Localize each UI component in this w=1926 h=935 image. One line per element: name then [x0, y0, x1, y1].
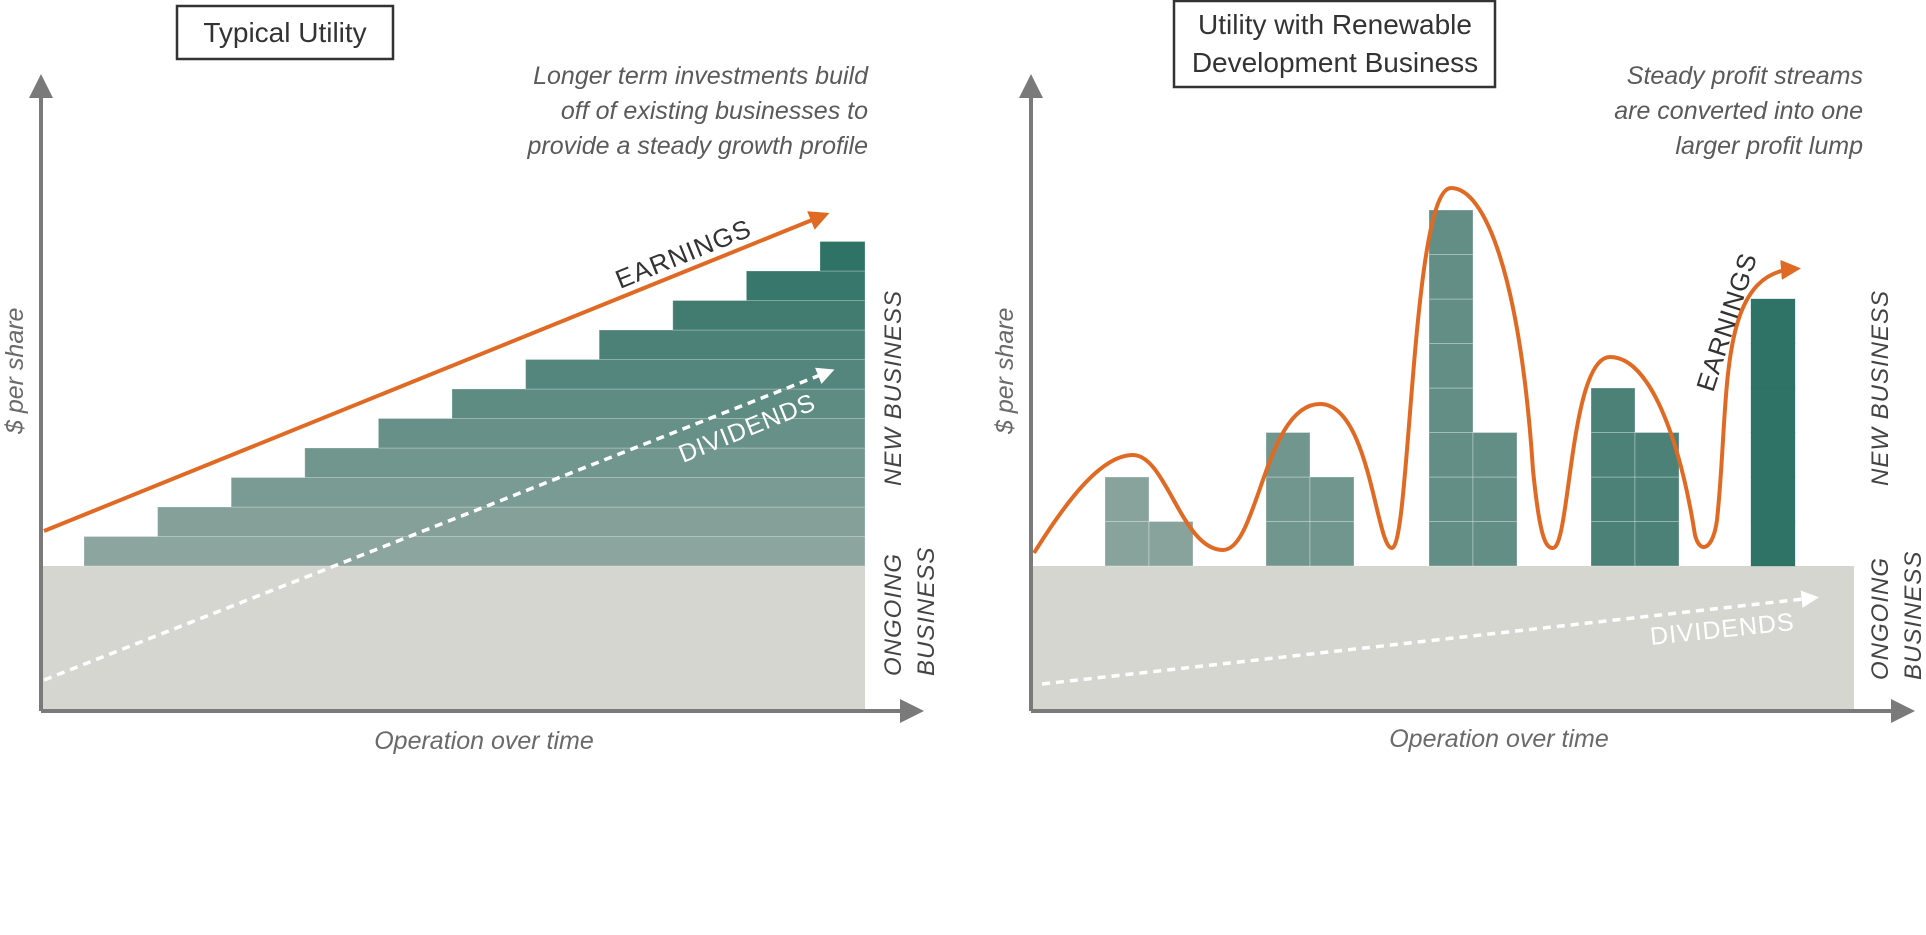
bar-block — [1309, 476, 1355, 522]
right-new-business-label: NEW BUSINESS — [1867, 290, 1894, 486]
left-ongoing-business-label-2: BUSINESS — [913, 547, 940, 676]
bar-block — [1750, 298, 1796, 344]
bar-block — [1265, 476, 1311, 522]
left-ongoing-business-area — [41, 566, 865, 711]
bar-block — [1428, 521, 1474, 567]
left-y-axis-label: $ per share — [1, 308, 29, 435]
stair-step — [598, 329, 866, 360]
stair-step — [525, 359, 866, 390]
bar-block — [1428, 432, 1474, 478]
left-new-business-label: NEW BUSINESS — [880, 290, 907, 486]
left-panel: Typical Utility Longer term investments … — [1, 4, 940, 755]
right-caption-line-3: larger profit lump — [1675, 132, 1863, 160]
stair-step — [672, 300, 866, 331]
bar-block — [1104, 521, 1150, 567]
left-earnings-line — [43, 211, 830, 533]
stair-step — [451, 388, 866, 419]
right-title-box — [1172, 0, 1497, 89]
stair-step — [157, 506, 866, 537]
left-caption-line-1: Longer term investments build — [533, 62, 869, 90]
bar-block — [1428, 209, 1474, 255]
right-x-axis-label: Operation over time — [1389, 725, 1609, 753]
left-title: Typical Utility — [203, 17, 366, 48]
stair-step — [304, 447, 866, 478]
bar-block — [1590, 387, 1636, 433]
bar-block — [1309, 521, 1355, 567]
right-new-business-bars — [1104, 209, 1796, 567]
right-earnings-curve — [1032, 185, 1801, 555]
right-title-line-1: Utility with Renewable — [1198, 9, 1472, 40]
left-x-axis-label: Operation over time — [374, 727, 594, 755]
bar-block — [1750, 343, 1796, 389]
left-title-box — [175, 4, 395, 61]
bar-block — [1428, 298, 1474, 344]
right-dividends-line — [1041, 590, 1819, 686]
bar-block — [1265, 521, 1311, 567]
bar-block — [1750, 476, 1796, 522]
right-ongoing-business-area — [1031, 566, 1854, 711]
right-y-axis-label: $ per share — [991, 308, 1019, 435]
right-ongoing-business-label-1: ONGOING — [1867, 557, 1894, 680]
bar-block — [1472, 476, 1518, 522]
right-caption-line-1: Steady profit streams — [1627, 62, 1863, 90]
bar-block — [1428, 387, 1474, 433]
bar-block — [1428, 476, 1474, 522]
left-caption-line-3: provide a steady growth profile — [527, 132, 868, 160]
bar-block — [1472, 521, 1518, 567]
left-dividends-line — [43, 367, 835, 682]
bar-block — [1750, 432, 1796, 478]
right-ongoing-business-label-2: BUSINESS — [1900, 551, 1926, 680]
stair-step — [230, 477, 866, 508]
bar-block — [1750, 387, 1796, 433]
left-caption-line-2: off of existing businesses to — [561, 97, 868, 125]
bar-block — [1428, 254, 1474, 300]
left-new-business-stairs — [83, 241, 866, 567]
bar-block — [1428, 343, 1474, 389]
stair-step — [377, 418, 866, 449]
left-ongoing-business-label-1: ONGOING — [880, 553, 907, 676]
stair-step — [83, 536, 866, 567]
bar-block — [1590, 432, 1636, 478]
right-caption-line-2: are converted into one — [1614, 97, 1863, 125]
bar-block — [1590, 476, 1636, 522]
right-panel: Utility with Renewable Development Busin… — [991, 0, 1926, 753]
bar-block — [1148, 521, 1194, 567]
bar-block — [1634, 521, 1680, 567]
bar-block — [1634, 476, 1680, 522]
right-title-line-2: Development Business — [1192, 47, 1478, 78]
stair-step — [819, 241, 866, 272]
bar-block — [1750, 521, 1796, 567]
bar-block — [1104, 476, 1150, 522]
bar-block — [1472, 432, 1518, 478]
stair-step — [745, 270, 866, 301]
bar-block — [1590, 521, 1636, 567]
